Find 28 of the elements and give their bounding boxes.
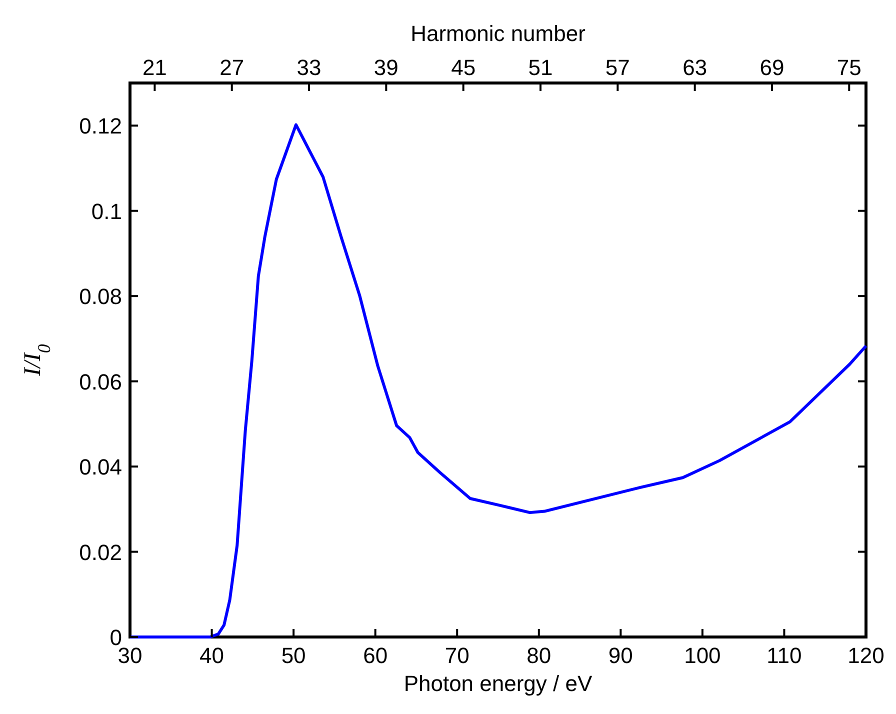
y-tick-label: 0.12 bbox=[79, 114, 122, 139]
x-axis-title: Photon energy / eV bbox=[404, 671, 592, 696]
x2-tick-label: 33 bbox=[296, 55, 322, 80]
x2-tick-label: 75 bbox=[836, 55, 862, 80]
x2-tick-label: 51 bbox=[528, 55, 553, 80]
x2-tick-label: 21 bbox=[142, 55, 167, 80]
x2-axis-title: Harmonic number bbox=[410, 21, 586, 46]
x-tick-label: 110 bbox=[766, 643, 802, 668]
x-tick-label: 100 bbox=[684, 643, 721, 668]
x-tick-label: 120 bbox=[848, 643, 884, 668]
y-tick-label: 0.1 bbox=[91, 198, 122, 224]
x-tick-label: 70 bbox=[444, 643, 470, 668]
y-tick-label: 0.04 bbox=[79, 454, 122, 480]
y-tick-label: 0.02 bbox=[79, 540, 122, 565]
y-tick-label: 0.06 bbox=[79, 369, 122, 394]
x2-tick-label: 45 bbox=[451, 55, 476, 80]
x2-tick-label: 27 bbox=[220, 55, 244, 80]
x-tick-label: 60 bbox=[363, 643, 388, 668]
x-tick-label: 40 bbox=[200, 643, 224, 668]
y-tick-label: 0.08 bbox=[79, 284, 122, 310]
x2-tick-label: 63 bbox=[682, 55, 708, 80]
x-tick-label: 80 bbox=[526, 643, 552, 668]
x2-tick-label: 57 bbox=[605, 55, 630, 80]
x-tick-label: 90 bbox=[608, 643, 633, 668]
x-tick-label: 50 bbox=[281, 643, 306, 668]
line-series bbox=[128, 123, 868, 638]
x2-tick-label: 69 bbox=[760, 55, 784, 80]
x2-tick-label: 39 bbox=[374, 55, 398, 80]
